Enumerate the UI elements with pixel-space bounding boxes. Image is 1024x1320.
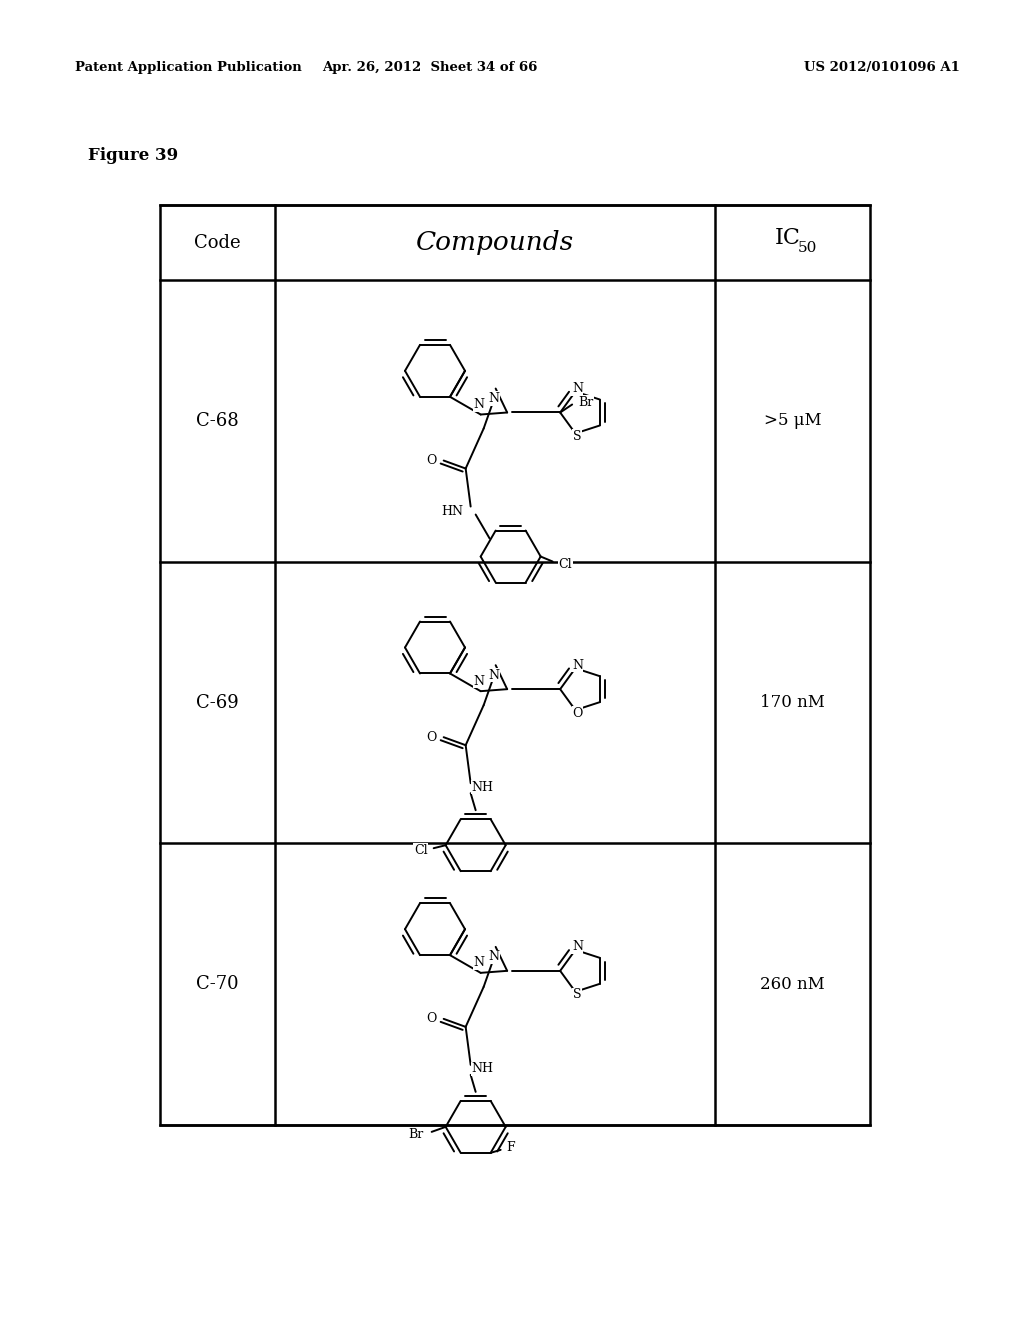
Text: N: N xyxy=(571,659,583,672)
Text: Patent Application Publication: Patent Application Publication xyxy=(75,62,302,74)
Text: Code: Code xyxy=(195,234,241,252)
Text: Br: Br xyxy=(579,396,594,409)
Text: O: O xyxy=(426,454,437,467)
Text: N: N xyxy=(473,957,484,969)
Text: C-68: C-68 xyxy=(197,412,239,430)
Text: S: S xyxy=(573,989,582,1002)
Text: HN: HN xyxy=(441,506,464,517)
Text: Figure 39: Figure 39 xyxy=(88,147,178,164)
Text: N: N xyxy=(488,950,499,964)
Text: 260 nM: 260 nM xyxy=(760,975,825,993)
Text: NH: NH xyxy=(472,1063,494,1076)
Text: IC: IC xyxy=(774,227,801,249)
Text: N: N xyxy=(571,940,583,953)
Text: 170 nM: 170 nM xyxy=(760,694,825,711)
Text: Compounds: Compounds xyxy=(416,230,574,255)
Text: NH: NH xyxy=(472,780,494,793)
Text: S: S xyxy=(573,430,582,444)
Text: US 2012/0101096 A1: US 2012/0101096 A1 xyxy=(804,62,961,74)
Text: Cl: Cl xyxy=(414,843,428,857)
Text: Br: Br xyxy=(409,1129,424,1142)
Text: C-70: C-70 xyxy=(197,975,239,993)
Text: N: N xyxy=(473,399,484,411)
Text: N: N xyxy=(571,381,583,395)
Bar xyxy=(160,205,870,1125)
Text: N: N xyxy=(473,675,484,688)
Text: O: O xyxy=(426,1012,437,1026)
Text: N: N xyxy=(488,669,499,681)
Text: 50: 50 xyxy=(798,242,817,256)
Text: >5 μM: >5 μM xyxy=(764,412,821,429)
Text: N: N xyxy=(488,392,499,405)
Text: C-69: C-69 xyxy=(197,693,239,711)
Text: O: O xyxy=(426,731,437,743)
Text: Cl: Cl xyxy=(559,558,572,572)
Text: F: F xyxy=(507,1142,515,1155)
Text: O: O xyxy=(572,706,583,719)
Text: Apr. 26, 2012  Sheet 34 of 66: Apr. 26, 2012 Sheet 34 of 66 xyxy=(323,62,538,74)
